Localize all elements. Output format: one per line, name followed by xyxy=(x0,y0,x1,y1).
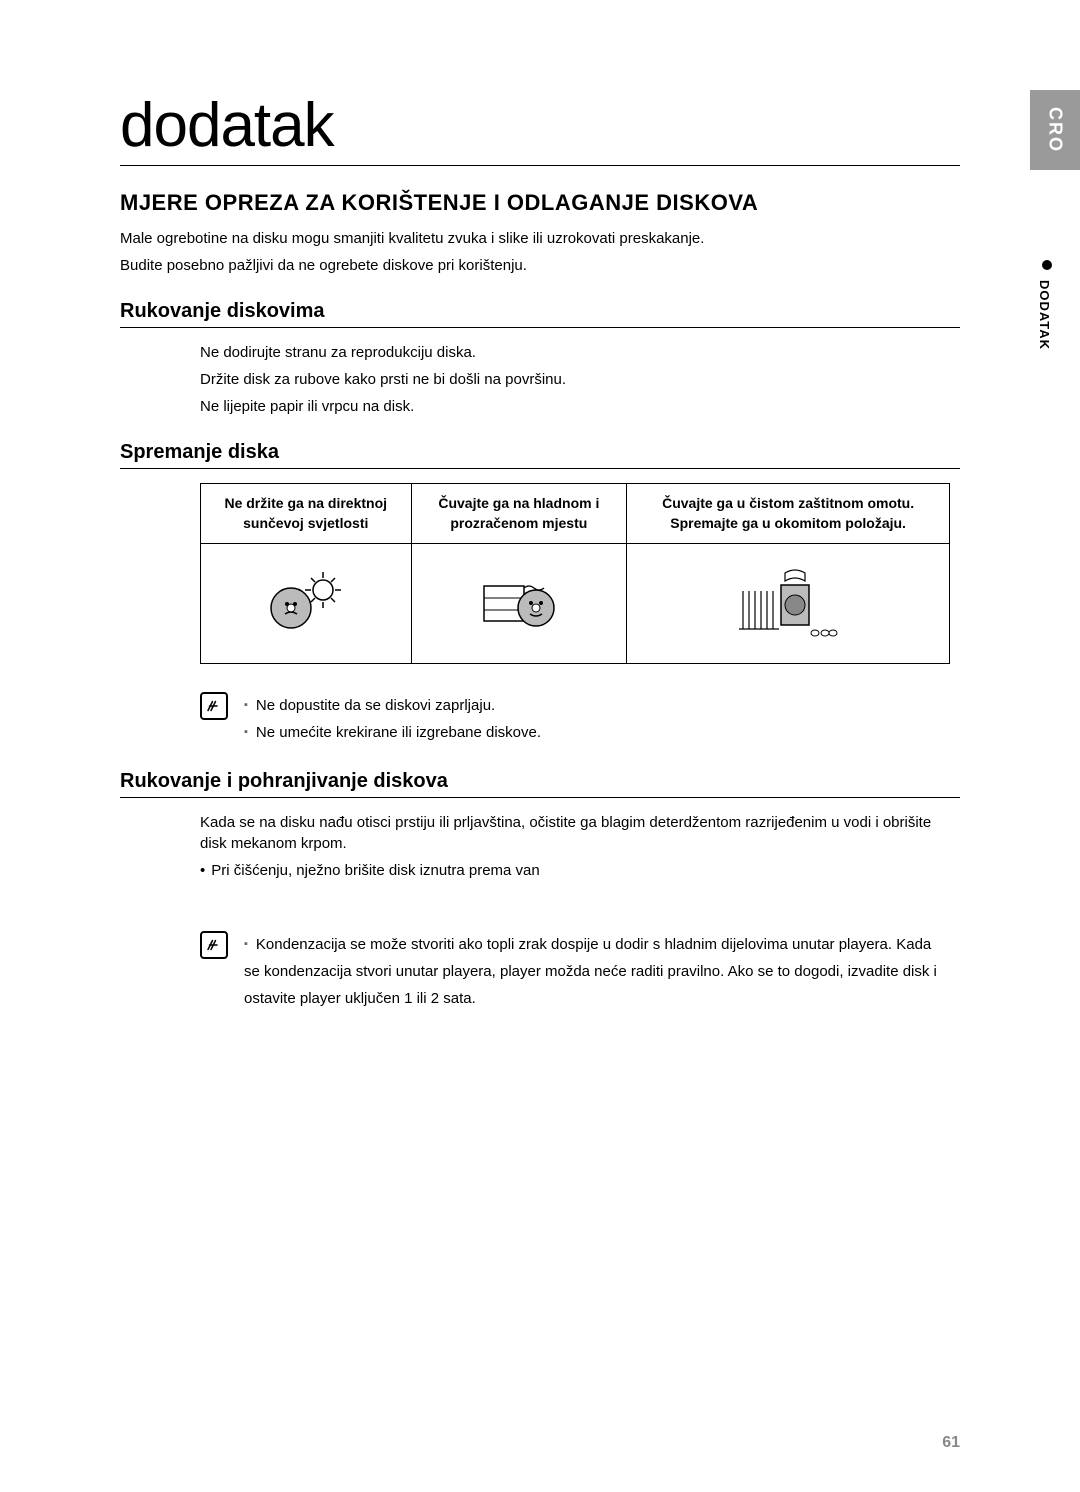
handling-line-2: Držite disk za rubove kako prsti ne bi d… xyxy=(200,369,950,390)
table-image-row xyxy=(201,544,950,664)
storage-table: Ne držite ga na direktnoj sunčevoj svjet… xyxy=(200,483,950,664)
storage-note-2: Ne umećite krekirane ili izgrebane disko… xyxy=(244,719,541,746)
table-header-row: Ne držite ga na direktnoj sunčevoj svjet… xyxy=(201,484,950,544)
storage-header-1: Ne držite ga na direktnoj sunčevoj svjet… xyxy=(201,484,412,544)
care-body: Kada se na disku nađu otisci prstiju ili… xyxy=(200,812,950,1012)
storage-heading: Spremanje diska xyxy=(120,441,960,469)
intro-line-2: Budite posebno pažljivi da ne ogrebete d… xyxy=(120,255,960,276)
handling-heading: Rukovanje diskovima xyxy=(120,300,960,328)
sun-disc-icon xyxy=(261,566,351,641)
handling-line-3: Ne lijepite papir ili vrpcu na disk. xyxy=(200,396,950,417)
handling-body: Ne dodirujte stranu za reprodukciju disk… xyxy=(200,342,950,417)
storage-notes-row: Ne dopustite da se diskovi zaprljaju. Ne… xyxy=(200,692,950,746)
care-bullet: Pri čišćenju, nježno brišite disk iznutr… xyxy=(200,860,950,881)
storage-notes: Ne dopustite da se diskovi zaprljaju. Ne… xyxy=(244,692,541,746)
page-content: dodatak MJERE OPREZA ZA KORIŠTENJE I ODL… xyxy=(0,0,1080,1072)
page-number: 61 xyxy=(942,1434,960,1452)
upright-case-icon xyxy=(733,561,843,646)
note-icon xyxy=(200,692,228,720)
storage-header-3: Čuvajte ga u čistom zaštitnom omotu. Spr… xyxy=(627,484,950,544)
care-notes: Kondenzacija se može stvoriti ako topli … xyxy=(244,931,950,1012)
care-heading: Rukovanje i pohranjivanje diskova xyxy=(120,770,960,798)
care-note-1: Kondenzacija se može stvoriti ako topli … xyxy=(244,931,950,1012)
page-title: dodatak xyxy=(120,90,960,166)
cool-place-icon xyxy=(474,566,564,641)
care-notes-row: Kondenzacija se može stvoriti ako topli … xyxy=(200,931,950,1012)
storage-cell-3 xyxy=(627,544,950,664)
note-icon xyxy=(200,931,228,959)
storage-cell-1 xyxy=(201,544,412,664)
storage-header-2: Čuvajte ga na hladnom i prozračenom mjes… xyxy=(411,484,627,544)
storage-body: Ne držite ga na direktnoj sunčevoj svjet… xyxy=(200,483,950,746)
care-line-1: Kada se na disku nađu otisci prstiju ili… xyxy=(200,812,950,854)
handling-line-1: Ne dodirujte stranu za reprodukciju disk… xyxy=(200,342,950,363)
storage-note-1: Ne dopustite da se diskovi zaprljaju. xyxy=(244,692,541,719)
intro-line-1: Male ogrebotine na disku mogu smanjiti k… xyxy=(120,228,960,249)
storage-cell-2 xyxy=(411,544,627,664)
main-heading: MJERE OPREZA ZA KORIŠTENJE I ODLAGANJE D… xyxy=(120,190,960,216)
